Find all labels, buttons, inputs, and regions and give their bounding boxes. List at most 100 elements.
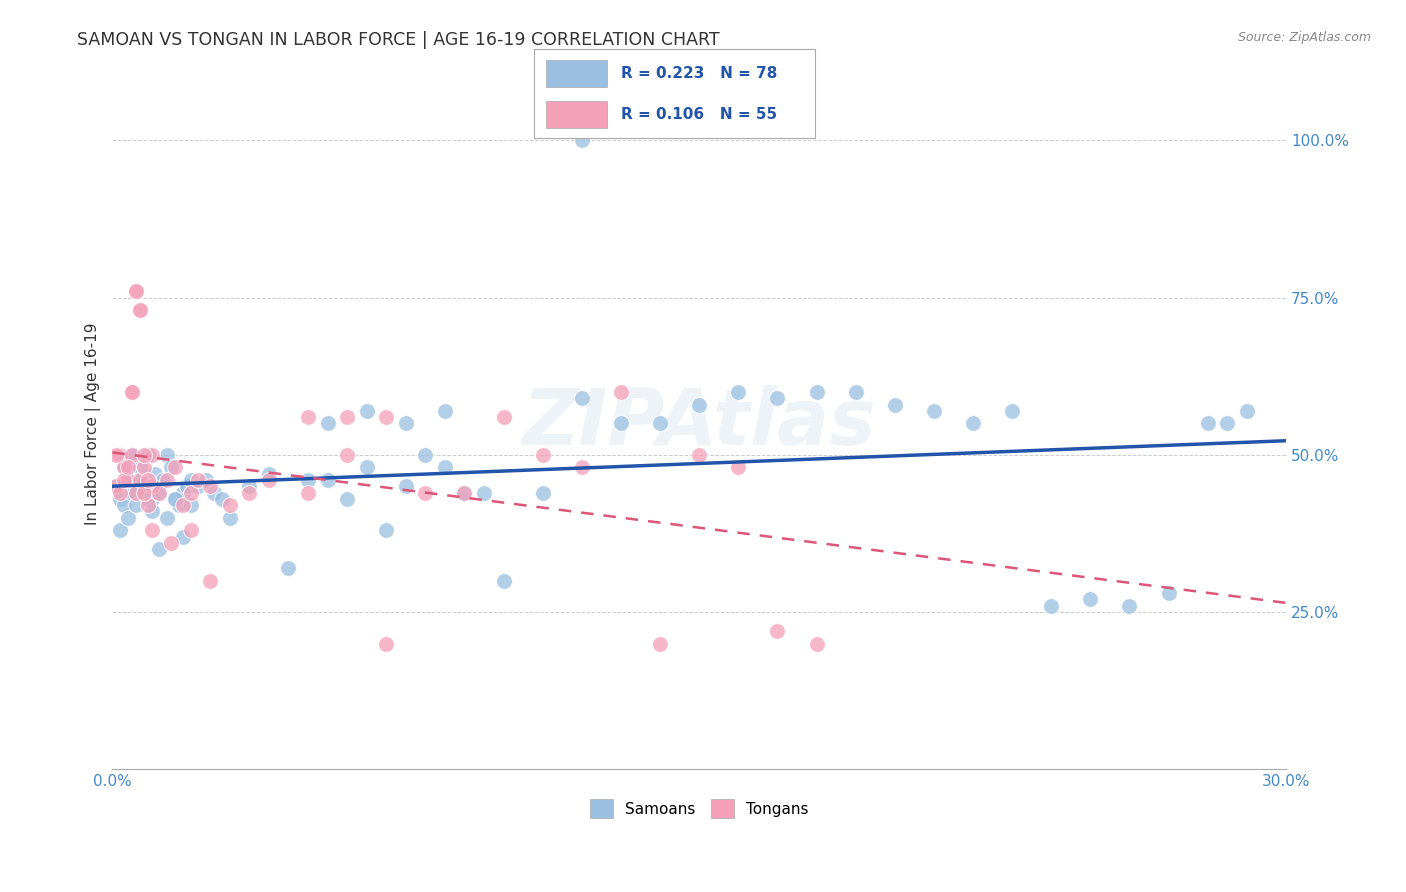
Point (415, 485, 437, 500)
Point (128, 303, 150, 318)
Point (492, 410, 515, 425)
Point (845, 384, 868, 399)
Text: Source: ZipAtlas.com: Source: ZipAtlas.com (1237, 31, 1371, 45)
Point (121, 448, 143, 462)
Point (136, 448, 159, 462)
Point (180, 498, 202, 512)
Point (883, 397, 905, 411)
Point (132, 460, 155, 475)
Point (336, 410, 359, 425)
Point (571, 391, 593, 405)
Point (128, 473, 150, 487)
Point (610, 384, 633, 399)
FancyBboxPatch shape (546, 60, 607, 87)
Point (172, 530, 194, 544)
Point (128, 303, 150, 318)
Point (141, 491, 163, 506)
Point (167, 498, 190, 512)
Point (136, 473, 159, 487)
Point (172, 498, 194, 512)
Point (148, 485, 170, 500)
Point (202, 485, 225, 500)
Point (121, 384, 143, 399)
Point (571, 133, 593, 147)
Point (1001, 404, 1024, 418)
Point (125, 285, 148, 299)
Point (1040, 599, 1063, 613)
Point (105, 479, 128, 493)
Point (117, 473, 139, 487)
Point (156, 448, 179, 462)
Legend: Samoans, Tongans: Samoans, Tongans (583, 793, 814, 824)
Point (112, 498, 135, 512)
Point (316, 417, 339, 431)
Point (141, 479, 163, 493)
FancyBboxPatch shape (546, 101, 607, 128)
Point (806, 384, 828, 399)
Point (152, 473, 174, 487)
Point (356, 404, 378, 418)
Point (156, 510, 179, 524)
Point (688, 397, 710, 411)
Point (433, 404, 456, 418)
Text: ZIPAtlas: ZIPAtlas (523, 385, 876, 461)
Point (200, 574, 222, 588)
Point (121, 485, 143, 500)
Point (110, 448, 132, 462)
Point (128, 460, 150, 475)
Point (148, 542, 170, 557)
Point (648, 636, 671, 650)
Point (415, 448, 437, 462)
Point (648, 417, 671, 431)
Point (163, 491, 186, 506)
Point (172, 485, 194, 500)
Point (571, 460, 593, 475)
Point (922, 404, 945, 418)
Point (132, 485, 155, 500)
Point (148, 485, 170, 500)
Point (117, 510, 139, 524)
Point (195, 473, 218, 487)
Point (218, 498, 240, 512)
Point (117, 460, 139, 475)
Point (125, 498, 148, 512)
Point (156, 473, 179, 487)
Point (531, 485, 554, 500)
Point (180, 485, 202, 500)
Point (136, 491, 159, 506)
Point (141, 448, 163, 462)
Point (238, 485, 260, 500)
Point (110, 485, 132, 500)
Point (121, 448, 143, 462)
Point (375, 636, 398, 650)
Point (297, 473, 319, 487)
Y-axis label: In Labor Force | Age 16-19: In Labor Force | Age 16-19 (86, 322, 101, 524)
Point (727, 460, 749, 475)
Point (105, 479, 128, 493)
Point (375, 524, 398, 538)
Text: R = 0.223   N = 78: R = 0.223 N = 78 (621, 66, 778, 80)
Point (297, 485, 319, 500)
Point (453, 485, 475, 500)
Point (316, 473, 339, 487)
Point (105, 448, 128, 462)
Point (200, 479, 222, 493)
Point (962, 417, 984, 431)
Point (395, 479, 418, 493)
Point (132, 479, 155, 493)
Point (218, 510, 240, 524)
Point (163, 491, 186, 506)
Point (112, 460, 135, 475)
Point (433, 460, 456, 475)
Point (117, 473, 139, 487)
Point (187, 473, 209, 487)
Point (238, 479, 260, 493)
Point (492, 574, 515, 588)
Point (187, 479, 209, 493)
Point (688, 448, 710, 462)
Point (277, 561, 299, 575)
Text: R = 0.106   N = 55: R = 0.106 N = 55 (621, 107, 778, 121)
Point (180, 473, 202, 487)
Point (766, 624, 789, 638)
Point (375, 410, 398, 425)
